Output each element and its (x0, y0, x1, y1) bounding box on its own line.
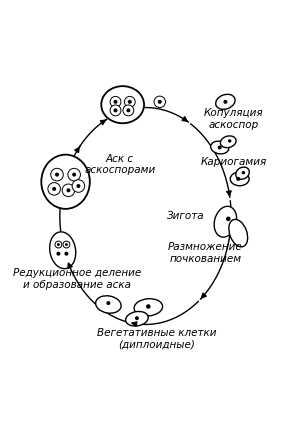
Circle shape (128, 100, 132, 104)
Circle shape (76, 184, 80, 188)
Ellipse shape (230, 172, 249, 186)
Circle shape (113, 108, 117, 112)
Ellipse shape (41, 155, 90, 209)
Circle shape (51, 168, 63, 181)
Circle shape (106, 301, 110, 305)
Text: Аск с
аскоспорами: Аск с аскоспорами (84, 154, 155, 175)
Circle shape (242, 171, 245, 175)
Circle shape (64, 244, 68, 248)
Circle shape (226, 216, 231, 221)
Ellipse shape (211, 141, 229, 154)
Ellipse shape (220, 136, 236, 148)
Circle shape (110, 105, 121, 116)
Circle shape (223, 100, 227, 104)
Circle shape (55, 241, 62, 248)
Text: Редукционное деление
и образование аска: Редукционное деление и образование аска (13, 268, 141, 289)
Ellipse shape (96, 296, 121, 313)
Ellipse shape (126, 311, 148, 326)
Circle shape (65, 243, 68, 246)
Circle shape (236, 177, 240, 181)
Ellipse shape (101, 86, 144, 123)
Circle shape (55, 173, 59, 177)
Text: Копуляция
аскоспор: Копуляция аскоспор (204, 108, 264, 130)
Circle shape (64, 252, 68, 256)
Circle shape (110, 96, 121, 107)
Circle shape (52, 187, 56, 191)
Circle shape (123, 105, 134, 116)
Circle shape (146, 304, 150, 309)
Text: Вегетативные клетки
(диплоидные): Вегетативные клетки (диплоидные) (97, 328, 217, 349)
Circle shape (228, 139, 231, 143)
Circle shape (158, 100, 162, 104)
Circle shape (113, 100, 117, 104)
Circle shape (48, 183, 61, 195)
Circle shape (218, 146, 222, 149)
Ellipse shape (229, 219, 248, 247)
Circle shape (57, 243, 60, 246)
Ellipse shape (216, 94, 235, 109)
Ellipse shape (134, 299, 163, 316)
Circle shape (124, 96, 135, 107)
Text: Размножение
почкованием: Размножение почкованием (168, 242, 243, 264)
Circle shape (67, 188, 70, 192)
Circle shape (68, 168, 80, 181)
Circle shape (56, 252, 61, 256)
Text: Кариогамия: Кариогамия (201, 157, 267, 167)
Ellipse shape (214, 206, 237, 237)
Circle shape (63, 241, 70, 248)
Text: Зигота: Зигота (167, 211, 204, 221)
Circle shape (135, 316, 139, 320)
Circle shape (62, 184, 75, 197)
Circle shape (154, 96, 166, 108)
Circle shape (126, 108, 130, 112)
Circle shape (72, 180, 85, 192)
Ellipse shape (50, 232, 76, 269)
Ellipse shape (236, 167, 249, 179)
Circle shape (72, 173, 76, 177)
Circle shape (56, 244, 61, 248)
